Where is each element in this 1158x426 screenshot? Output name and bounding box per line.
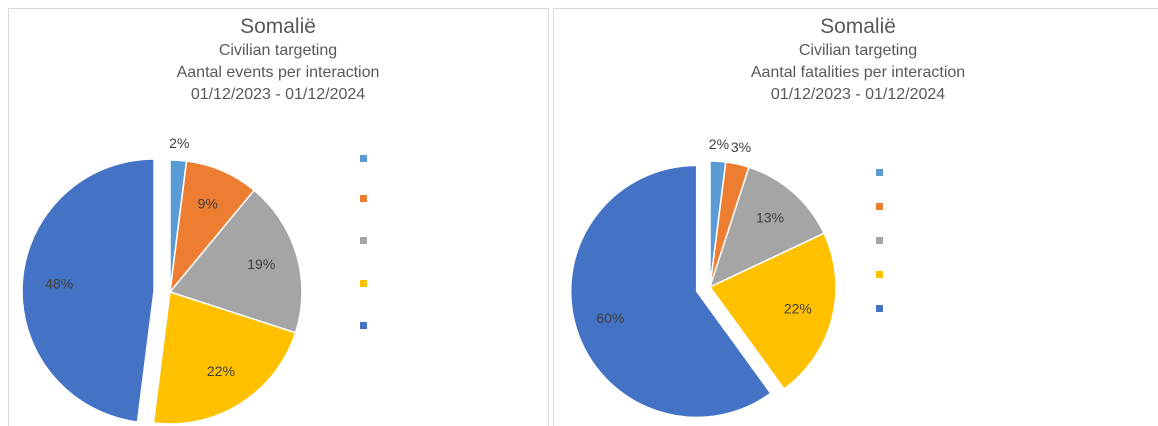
pie-slice — [21, 158, 155, 423]
data-label: 2% — [709, 136, 729, 152]
pie-slice — [708, 232, 837, 390]
chart-subtitle: Aantal events per interaction — [176, 64, 380, 81]
pie-slice — [152, 291, 297, 425]
legend-swatch — [360, 237, 367, 244]
data-label: 3% — [731, 139, 751, 155]
chart-subtitle: Aantal fatalities per interaction — [750, 64, 966, 81]
data-label: 19% — [247, 256, 275, 272]
data-label: 22% — [207, 363, 235, 379]
data-label: 13% — [756, 210, 784, 226]
pie-slice — [168, 189, 303, 334]
data-label: 48% — [45, 276, 73, 292]
legend-swatch — [876, 305, 883, 312]
pie-slice — [569, 164, 772, 418]
chart-title-block: Somalië Civilian targeting Aantal fataliti… — [698, 14, 1018, 106]
data-label: 2% — [169, 135, 189, 151]
chart-title: Somalië — [820, 15, 896, 38]
chart-panel — [553, 8, 1158, 426]
chart-subtitle: 01/12/2023 - 01/12/2024 — [190, 86, 366, 103]
legend-swatch — [876, 169, 883, 176]
legend-swatch — [360, 280, 367, 287]
data-label: 9% — [198, 195, 218, 211]
pie-slice — [708, 166, 826, 289]
chart-subtitle: 01/12/2023 - 01/12/2024 — [770, 86, 946, 103]
data-label: 60% — [596, 310, 624, 326]
data-label: 22% — [784, 300, 812, 316]
legend-swatch — [360, 322, 367, 329]
legend-swatch — [360, 195, 367, 202]
legend-swatch — [360, 155, 367, 162]
legend-swatch — [876, 237, 883, 244]
chart-subtitle: Civilian targeting — [798, 42, 918, 59]
chart-title: Somalië — [240, 15, 316, 38]
chart-subtitle: Civilian targeting — [218, 42, 338, 59]
chart-title-block: Somalië Civilian targeting Aantal events p… — [128, 14, 428, 106]
legend-swatch — [876, 271, 883, 278]
chart-panel — [8, 8, 549, 426]
legend-swatch — [876, 203, 883, 210]
